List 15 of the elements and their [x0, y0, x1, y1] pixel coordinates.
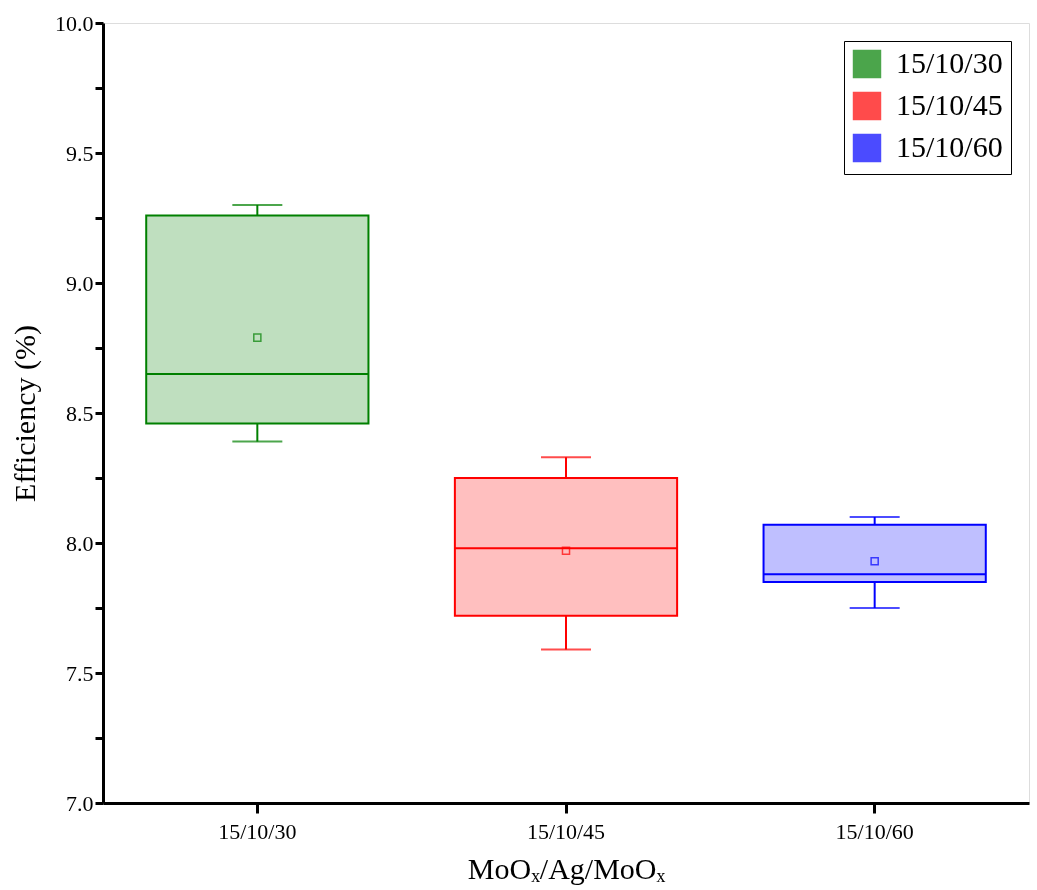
y-tick-label: 8.5 — [66, 400, 94, 426]
y-tick-label: 9.0 — [66, 270, 94, 296]
legend-label: 15/10/60 — [896, 130, 1003, 163]
legend-label: 15/10/30 — [896, 46, 1003, 79]
x-tick-label: 15/10/60 — [835, 818, 914, 844]
y-axis-title: Efficiency (%) — [8, 325, 42, 502]
x-tick-label: 15/10/30 — [218, 818, 297, 844]
y-tick-label: 7.5 — [66, 660, 94, 686]
y-tick-label: 8.0 — [66, 530, 94, 556]
x-tick-label: 15/10/45 — [526, 818, 606, 844]
y-tick-label: 10.0 — [55, 10, 94, 36]
y-tick-label: 9.5 — [66, 140, 94, 166]
legend-label: 15/10/45 — [896, 88, 1003, 121]
y-tick-label: 7.0 — [66, 790, 94, 816]
x-axis-title: MoOₓ/Ag/MoOₓ — [467, 851, 666, 885]
